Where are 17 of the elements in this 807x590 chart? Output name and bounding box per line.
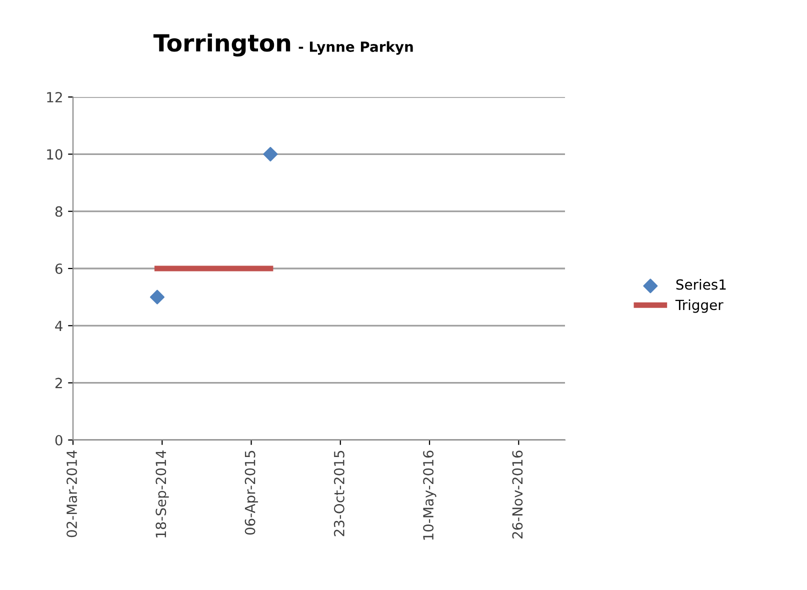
y-tick-label: 4: [55, 320, 62, 331]
x-tick-label: 10-May-2016: [423, 450, 436, 540]
legend-label: Series1: [676, 279, 726, 290]
y-tick-label: 6: [55, 263, 62, 274]
chart-subtitle: - Lynne Parkyn: [298, 41, 413, 55]
y-tick-label: 12: [47, 92, 62, 102]
y-tick-label: 8: [55, 206, 62, 217]
x-tick-label: 26-Nov-2016: [512, 450, 523, 538]
chart-title: Torrington: [153, 33, 290, 57]
x-tick-label: 06-Apr-2015: [244, 450, 258, 535]
y-tick-label: 2: [55, 378, 62, 388]
x-tick-label: 02-Mar-2014: [66, 450, 78, 538]
y-tick-label: 10: [47, 149, 62, 160]
x-tick-label: 23-Oct-2015: [334, 450, 344, 536]
y-tick-label: 0: [55, 434, 62, 446]
legend-label: Trigger: [675, 299, 724, 313]
x-tick-label: 18-Sep-2014: [156, 450, 169, 538]
